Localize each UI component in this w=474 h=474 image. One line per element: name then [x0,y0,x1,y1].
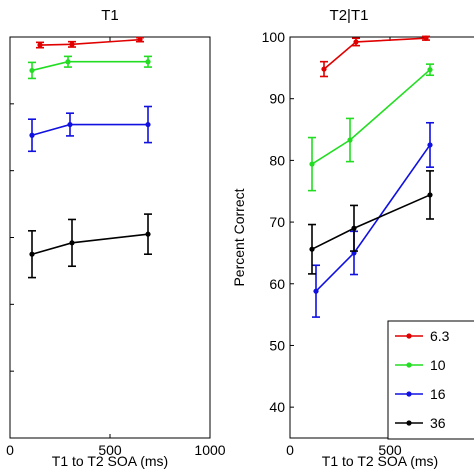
x-tick-label: 0 [6,442,14,458]
y-tick-label: 60 [269,276,285,292]
series-line [311,194,431,250]
data-point [351,225,357,231]
chart-title: T2|T1 [330,7,369,24]
series-line [315,144,431,292]
series-line [311,69,431,165]
data-point [427,142,433,148]
data-point [313,288,319,294]
data-point [427,67,433,73]
data-point [145,59,151,65]
data-point [29,132,35,138]
legend-label: 6.3 [430,328,450,344]
series-line [39,38,141,46]
x-axis-label: T1 to T2 SOA (ms) [322,453,438,469]
data-point [309,246,315,252]
chart-title: T1 [101,7,119,24]
data-point [65,59,71,65]
data-point [309,161,315,167]
data-point [427,192,433,198]
data-point [145,231,151,237]
data-point [29,251,35,257]
y-tick-label: 40 [269,399,285,415]
x-tick-label: 500 [98,442,122,458]
data-point [321,66,327,72]
chart-panel-t1: 0 500 1000 T1 T1 to T2 SOA (ms) [6,7,226,469]
data-point [423,35,429,41]
y-tick-label: 50 [269,337,285,353]
chart-panel-t2-given-t1: 0 500 40 50 60 70 80 90 100 T2|T1 T1 to T2 SOA (ms… [231,7,474,469]
y-axis-label: Percent Correct [231,188,247,286]
data-point [347,137,353,143]
legend-swatch-marker [406,420,412,426]
legend-swatch-marker [406,362,412,368]
legend-label: 36 [430,415,446,431]
x-tick-label: 0 [286,442,294,458]
series-line [31,123,148,137]
y-tick-label: 90 [269,91,285,107]
y-tick-label: 70 [269,214,285,230]
legend-label: 10 [430,357,446,373]
data-point [137,37,143,43]
legend-swatch-marker [406,391,412,397]
data-point [69,41,75,47]
x-axis-label: T1 to T2 SOA (ms) [52,453,168,469]
legend-swatch-marker [406,333,412,339]
data-point [353,39,359,45]
series-line [31,60,148,72]
legend-box [387,320,474,440]
x-tick-label: 1000 [194,442,225,458]
series-line [323,37,427,70]
data-point [145,121,151,128]
legend-label: 16 [430,386,446,402]
data-point [67,121,73,128]
x-tick-label: 500 [378,442,402,458]
series-line [31,233,149,255]
plot-frame [9,36,211,439]
y-tick-label: 80 [269,152,285,168]
data-point [37,42,43,48]
data-point [29,67,35,74]
data-point [69,240,75,246]
y-tick-label: 100 [262,29,286,45]
